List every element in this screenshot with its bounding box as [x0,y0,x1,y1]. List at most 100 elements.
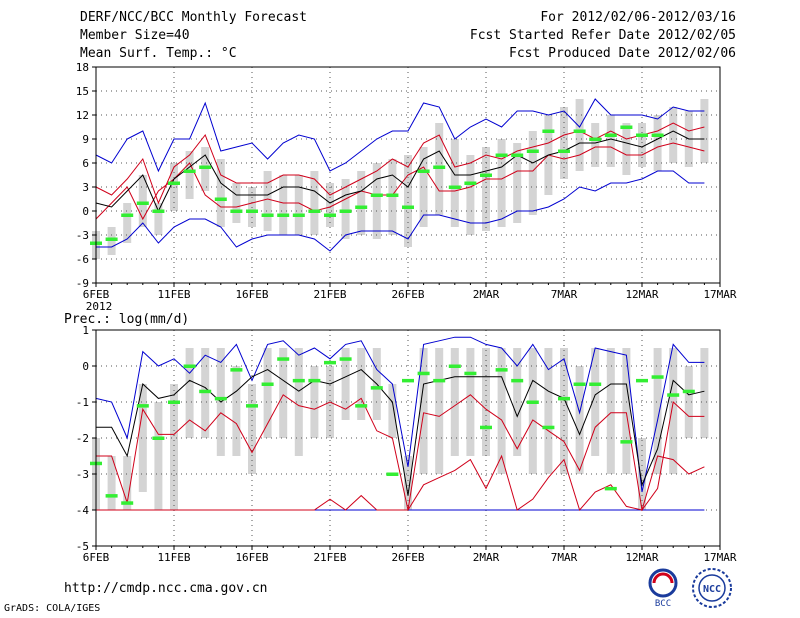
prec-mean-marker [526,400,539,404]
temp-mean-marker [168,181,180,185]
prec-box [591,348,600,456]
temp-mean-marker [199,165,212,169]
prec-mean-marker [324,360,336,365]
temp-x-tick-label: 12MAR [625,288,658,301]
temp-mean-marker [573,129,586,133]
temp-box [372,163,381,239]
temp-mean-marker [651,133,664,137]
temp-box [466,155,475,235]
temp-mean-marker [308,209,321,213]
prec-mean-marker [495,368,508,372]
temp-mean-marker [370,193,383,197]
temp-box [622,123,631,175]
prec-mean-marker [121,501,134,505]
prec-box [138,384,147,492]
temp-box [575,99,584,171]
temp-box [154,203,163,235]
temp-x-tick-label: 2MAR [473,288,500,301]
prec-mean-marker [261,382,274,386]
bcc-logo-ring [648,568,678,598]
temp-box [653,115,662,171]
temp-mean-marker [292,213,305,217]
prec-mean-marker [386,472,399,476]
temp-box [404,155,412,247]
prec-y-tick-label: -3 [76,468,89,481]
temp-mean-marker [448,185,461,189]
prec-x-tick-label: 26FEB [391,551,424,564]
prec-mean-marker [136,404,149,408]
prec-box [528,348,537,474]
temp-box [497,139,506,227]
prec-mean-marker [402,378,414,383]
source-url[interactable]: http://cmdp.ncc.cma.gov.cn [64,581,268,596]
temp-box [263,171,272,231]
temp-mean-marker [277,213,290,217]
temp-x-tick-label: 26FEB [391,288,424,301]
temp-mean-marker [324,213,336,217]
temp-mean-marker [417,169,430,173]
prec-box [700,348,709,438]
prec-box [341,348,350,420]
temp-mean-marker [386,193,399,197]
prec-mean-marker [199,389,212,394]
temp-x-tick-label: 21FEB [313,288,346,301]
prec-mean-marker [277,357,290,361]
prec-box [575,366,584,474]
temp-mean-marker [105,237,118,241]
variable-label: Mean Surf. Temp.: °C [80,46,237,61]
prec-box [497,348,506,474]
temp-box [279,175,288,235]
prec-median-line [96,369,705,496]
ncc-logo-ring [692,568,732,608]
forecast-period: For 2012/02/06-2012/03/16 [540,10,736,25]
temp-box [341,179,350,239]
prec-mean-marker [542,425,555,430]
temp-mean-marker [495,153,508,157]
temp-outer-low-line [96,170,705,252]
prec-x-tick-label: 6FEB [83,551,110,564]
prec-box [606,348,615,474]
temp-mean-marker [558,149,570,153]
bcc-logo-text: BCC [655,599,671,608]
temp-mean-marker [183,169,196,173]
prec-mean-marker [168,400,180,404]
temp-y-tick-label: -3 [76,229,89,242]
prec-box [170,384,178,510]
prec-mean-marker [308,378,321,383]
prec-box [419,348,428,474]
temp-mean-marker [402,205,414,209]
temp-box [185,151,194,199]
prec-box [232,366,241,456]
temp-mean-marker [464,181,477,185]
temp-box [700,99,709,163]
prec-box [435,348,444,474]
prec-mean-marker [246,404,258,408]
temp-y-tick-label: 0 [82,205,89,218]
chart-title: DERF/NCC/BCC Monthly Forecast [80,10,307,25]
temp-box [482,147,490,231]
bcc-logo: BCC [648,568,678,608]
fcst-produced-date: Fcst Produced Date 2012/02/06 [509,46,736,61]
temp-box [638,123,646,167]
prec-outer-high-line [95,336,705,493]
temp-box [310,171,319,235]
temp-box [294,175,303,235]
prec-mean-marker [682,389,695,394]
prec-inner-low-line [96,454,705,512]
temp-inner-high-line [95,122,705,205]
prec-x-tick-label: 11FEB [157,551,190,564]
prec-mean-marker [417,371,430,376]
temp-mean-marker [230,209,243,213]
prec-box [466,348,475,456]
temp-x-tick-label: 16FEB [235,288,268,301]
prec-mean-marker [370,386,383,390]
precip-variable-label: Prec.: log(mm/d) [64,312,190,327]
temp-mean-marker [636,133,648,137]
prec-box [450,348,459,456]
temp-box [528,131,537,215]
temp-x-tick-label: 17MAR [703,288,736,301]
prec-mean-marker [230,368,243,372]
temp-mean-marker [542,129,555,133]
temp-mean-marker [604,133,617,137]
temp-box [591,123,600,167]
